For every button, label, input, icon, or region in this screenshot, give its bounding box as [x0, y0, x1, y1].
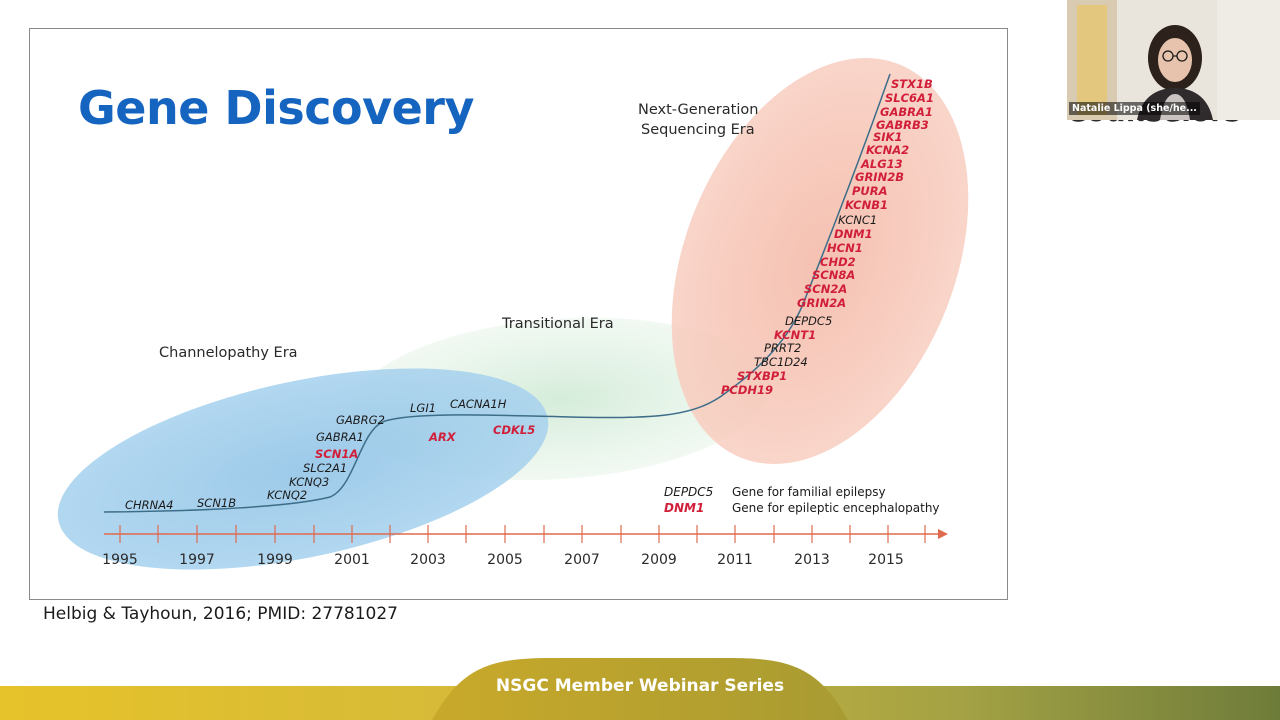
ngs-era-label-line1: Next-Generation: [638, 102, 758, 118]
gene-label: KCNA2: [866, 143, 909, 157]
participant-name-label: Natalie Lippa (she/he...: [1069, 102, 1200, 115]
year-label: 2011: [717, 552, 753, 568]
gene-label: SCN1B: [197, 496, 236, 510]
slide-citation: Helbig & Tayhoun, 2016; PMID: 27781027: [43, 604, 398, 624]
participant-video: [1067, 0, 1280, 120]
gene-label: DNM1: [834, 227, 873, 241]
slide-frame: Gene Discovery Channelopathy Era Transit…: [29, 28, 1008, 600]
gene-label: KCNB1: [845, 198, 888, 212]
channelopathy-era-ellipse: [57, 368, 549, 570]
legend-familial-gene: DEPDC5: [664, 485, 713, 499]
figure-legend: DEPDC5 Gene for familial epilepsy DNM1 G…: [664, 485, 940, 515]
year-label: 1997: [179, 552, 215, 568]
year-label: 2015: [868, 552, 904, 568]
gene-label: CDKL5: [493, 423, 535, 437]
gene-label: STXBP1: [737, 369, 787, 383]
gene-label: STX1B: [891, 77, 933, 91]
year-label: 2001: [334, 552, 370, 568]
gene-label: CACNA1H: [450, 397, 507, 411]
year-label: 2003: [410, 552, 446, 568]
year-label: 1995: [102, 552, 138, 568]
gene-label: GABRA1: [316, 430, 364, 444]
gene-label: KCNQ2: [267, 488, 307, 502]
legend-encephalopathy-desc: Gene for epileptic encephalopathy: [732, 501, 940, 515]
gene-label: GRIN2B: [855, 170, 904, 184]
webinar-series-label: NSGC Member Webinar Series: [495, 676, 785, 696]
gene-label: ALG13: [860, 157, 903, 171]
footer-tab: [432, 658, 848, 720]
year-label: 2013: [794, 552, 830, 568]
gene-label: DEPDC5: [785, 314, 832, 328]
gene-label: GABRG2: [336, 413, 385, 427]
gene-label: TBC1D24: [754, 355, 808, 369]
timeline-arrowhead: [938, 529, 948, 539]
gene-label: HCN1: [827, 241, 863, 255]
gene-discovery-figure: Channelopathy Era Transitional Era Next-…: [57, 58, 969, 570]
gene-label: CHRNA4: [125, 498, 173, 512]
gene-label: CHD2: [820, 255, 856, 269]
slide-title: Gene Discovery: [78, 81, 474, 135]
gene-label: KCNT1: [774, 328, 816, 342]
year-label: 1999: [257, 552, 293, 568]
gene-label: SIK1: [873, 130, 902, 144]
gene-label: SLC6A1: [885, 91, 934, 105]
legend-familial-desc: Gene for familial epilepsy: [732, 485, 886, 499]
gene-label: SCN8A: [812, 268, 855, 282]
gene-label: GRIN2A: [797, 296, 846, 310]
channelopathy-era-label: Channelopathy Era: [159, 345, 298, 361]
year-label: 2009: [641, 552, 677, 568]
gene-label: SCN1A: [315, 447, 358, 461]
year-label: 2007: [564, 552, 600, 568]
year-label: 2005: [487, 552, 523, 568]
webcam-thumbnail[interactable]: Natalie Lippa (she/he...: [1067, 0, 1280, 120]
gene-discovery-curve: [103, 73, 891, 513]
gene-label: SCN2A: [804, 282, 847, 296]
gene-label: PURA: [852, 184, 888, 198]
legend-encephalopathy-gene: DNM1: [664, 501, 704, 515]
gene-label: GABRB3: [876, 118, 929, 132]
gene-label: KCNC1: [838, 213, 877, 227]
transitional-era-label: Transitional Era: [501, 316, 614, 332]
gene-label: KCNQ3: [289, 475, 329, 489]
gene-label: SLC2A1: [303, 461, 347, 475]
ngs-era-label-line2: Sequencing Era: [641, 122, 755, 138]
gene-label: PCDH19: [721, 383, 773, 397]
gene-label: ARX: [428, 430, 457, 444]
gene-label: LGI1: [410, 401, 436, 415]
gene-label: GABRA1: [880, 105, 933, 119]
gene-label: PRRT2: [764, 341, 801, 355]
timeline-ticks: [119, 525, 926, 543]
